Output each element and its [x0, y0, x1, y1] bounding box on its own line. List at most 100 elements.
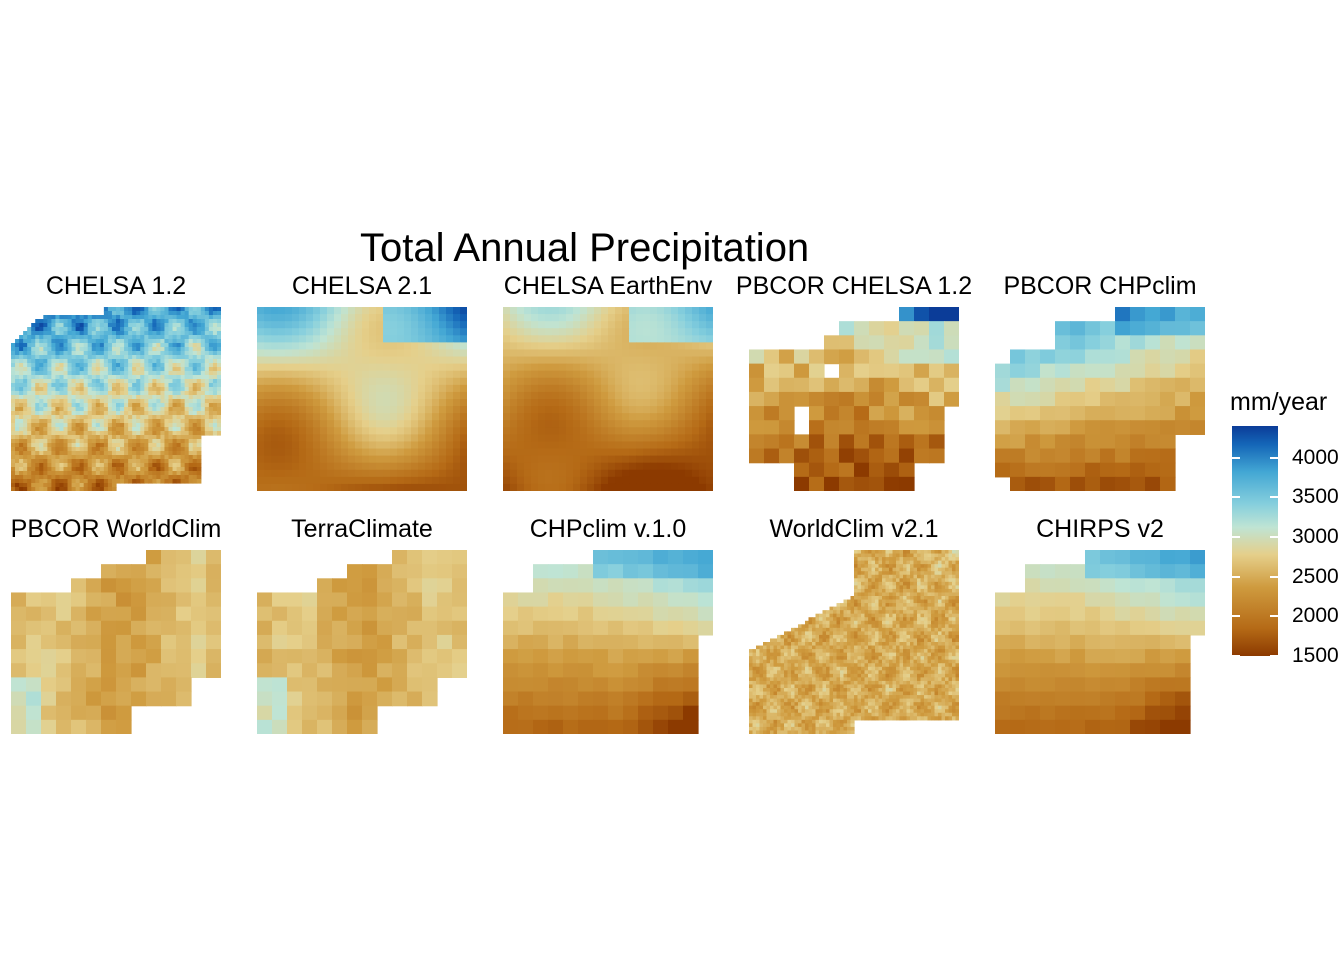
- raster-cell: [27, 391, 32, 396]
- raster-cell: [362, 649, 378, 664]
- raster-cell: [320, 399, 328, 407]
- raster-cell: [156, 427, 162, 432]
- raster-cell: [664, 462, 672, 471]
- raster-cell: [168, 467, 174, 472]
- raster-cell: [348, 363, 356, 372]
- raster-cell: [192, 355, 198, 360]
- raster-cell: [128, 315, 133, 320]
- raster-cell: [678, 342, 686, 351]
- raster-cell: [927, 557, 932, 562]
- raster-cell: [19, 463, 24, 468]
- raster-cell: [11, 475, 16, 480]
- raster-cell: [107, 323, 113, 328]
- raster-cell: [264, 370, 272, 379]
- raster-cell: [383, 434, 391, 443]
- raster-cell: [517, 469, 525, 478]
- raster-cell: [878, 567, 883, 572]
- raster-cell: [552, 342, 560, 351]
- raster-cell: [120, 435, 125, 440]
- raster-cell: [875, 599, 880, 604]
- raster-cell: [120, 415, 125, 420]
- raster-cell: [23, 479, 28, 484]
- raster-cell: [15, 459, 20, 464]
- raster-cell: [871, 574, 876, 579]
- raster-cell: [622, 363, 630, 372]
- raster-cell: [59, 383, 65, 388]
- raster-cell: [11, 455, 16, 460]
- raster-cell: [63, 335, 69, 340]
- raster-cell: [892, 560, 897, 565]
- raster-cell: [332, 606, 348, 622]
- raster-cell: [67, 343, 73, 348]
- raster-cell: [593, 649, 609, 664]
- raster-cell: [71, 419, 77, 424]
- raster-cell: [264, 462, 272, 471]
- raster-cell: [91, 435, 97, 440]
- raster-cell: [180, 475, 186, 480]
- raster-cell: [188, 387, 194, 392]
- raster-cell: [156, 351, 162, 356]
- raster-cell: [533, 578, 549, 594]
- raster-cell: [172, 383, 178, 388]
- raster-cell: [116, 475, 121, 480]
- raster-cell: [952, 581, 957, 586]
- raster-cell: [257, 705, 273, 721]
- raster-cell: [120, 475, 125, 480]
- raster-cell: [952, 599, 957, 604]
- raster-cell: [678, 455, 686, 464]
- raster-cell: [411, 307, 419, 315]
- raster-cell: [664, 413, 672, 421]
- raster-cell: [180, 431, 186, 436]
- raster-cell: [208, 431, 214, 436]
- raster-cell: [432, 469, 440, 478]
- raster-cell: [362, 705, 378, 721]
- raster-cell: [31, 483, 36, 488]
- raster-cell: [192, 403, 198, 408]
- raster-cell: [172, 367, 178, 372]
- raster-cell: [19, 359, 24, 364]
- raster-cell: [931, 578, 936, 583]
- raster-cell: [67, 359, 73, 364]
- raster-cell: [955, 596, 959, 601]
- raster-cell: [538, 406, 546, 414]
- raster-cell: [51, 475, 57, 480]
- raster-cell: [39, 339, 44, 344]
- raster-cell: [148, 443, 153, 448]
- raster-cell: [11, 355, 16, 360]
- raster-cell: [320, 462, 328, 471]
- raster-cell: [212, 379, 218, 384]
- raster-cell: [136, 403, 141, 408]
- raster-cell: [19, 351, 24, 356]
- raster-cell: [152, 359, 157, 364]
- raster-cell: [87, 483, 93, 488]
- raster-cell: [111, 439, 117, 444]
- raster-cell: [1100, 335, 1116, 351]
- raster-cell: [144, 307, 149, 312]
- raster-cell: [47, 467, 52, 472]
- raster-cell: [425, 307, 433, 315]
- raster-cell: [152, 431, 157, 436]
- raster-cell: [439, 448, 447, 457]
- raster-cell: [839, 420, 855, 435]
- raster-cell: [683, 592, 699, 608]
- raster-cell: [95, 435, 101, 440]
- raster-cell: [615, 391, 623, 400]
- raster-cell: [176, 339, 182, 344]
- raster-cell: [107, 363, 113, 368]
- raster-cell: [107, 467, 113, 472]
- raster-cell: [320, 363, 328, 372]
- raster-cell: [184, 331, 190, 336]
- raster-cell: [216, 307, 221, 312]
- raster-cell: [172, 315, 178, 320]
- raster-cell: [172, 423, 178, 428]
- raster-cell: [23, 427, 28, 432]
- raster-cell: [538, 349, 546, 358]
- raster-cell: [160, 367, 166, 372]
- raster-cell: [1085, 363, 1101, 379]
- raster-cell: [899, 377, 915, 393]
- raster-cell: [156, 471, 162, 476]
- raster-cell: [601, 462, 609, 471]
- raster-cell: [1130, 434, 1146, 450]
- raster-cell: [317, 705, 333, 721]
- raster-cell: [172, 347, 178, 352]
